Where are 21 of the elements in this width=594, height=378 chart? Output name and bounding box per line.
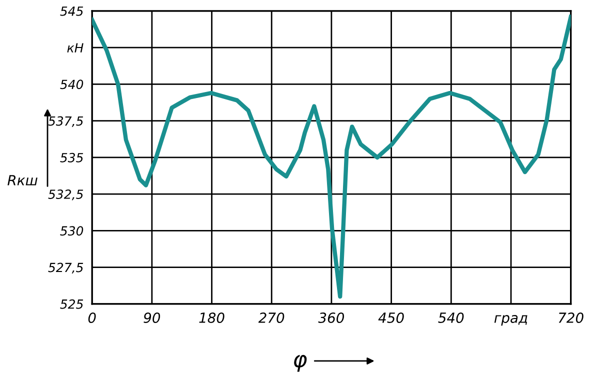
- x-axis-title: φ: [294, 354, 307, 372]
- x-tick-label: град: [494, 315, 528, 326]
- y-tick-label: 527,5: [48, 262, 84, 274]
- y-tick-label: кН: [67, 43, 84, 52]
- y-tick-label: 532,5: [48, 190, 84, 200]
- y-tick-label: 537,5: [48, 116, 84, 128]
- x-tick-label: 270: [258, 312, 284, 323]
- x-tick-label: 0: [88, 312, 96, 323]
- x-tick-label: 360: [318, 312, 344, 323]
- x-tick-label: 540: [438, 312, 464, 323]
- y-tick-label: 525: [60, 299, 84, 309]
- y-axis-title: Rкш: [8, 175, 38, 186]
- y-tick-label: 545: [60, 6, 84, 16]
- x-tick-label: 90: [144, 312, 160, 323]
- x-tick-label: 450: [378, 312, 404, 323]
- y-tick-label: 535: [60, 152, 84, 162]
- x-tick-label: 180: [199, 312, 224, 323]
- y-tick-label: 530: [60, 226, 84, 236]
- line-series: [92, 14, 571, 299]
- y-tick-label: 540: [60, 80, 84, 90]
- x-tick-label: 720: [558, 312, 584, 323]
